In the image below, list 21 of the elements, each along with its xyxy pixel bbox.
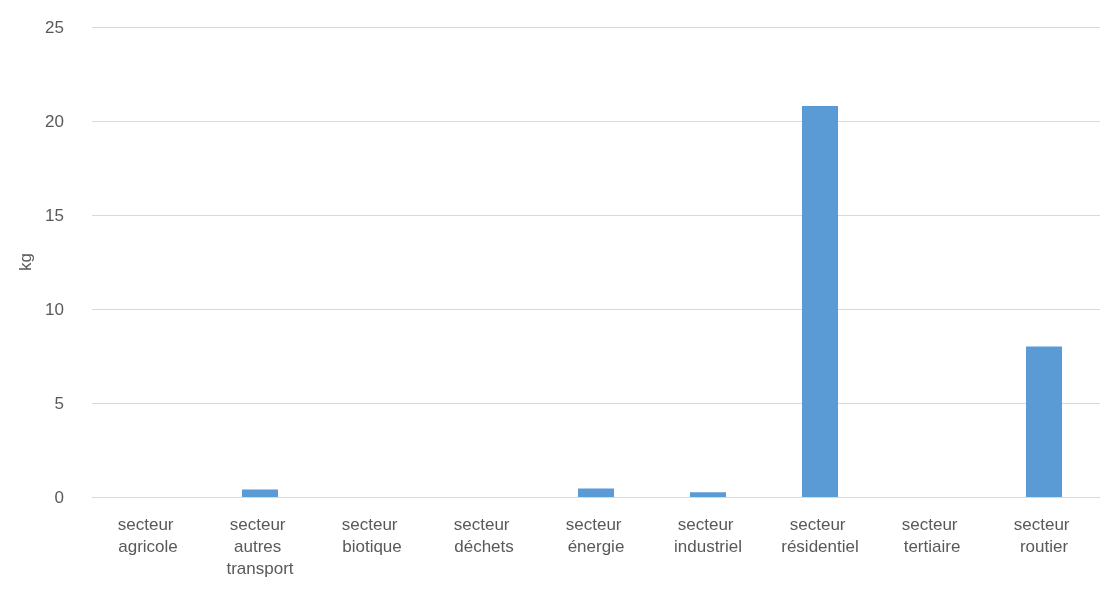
bar <box>242 489 278 497</box>
x-tick-label: secteur autres transport <box>226 514 294 578</box>
x-tick-label: secteur tertiaire <box>901 514 963 556</box>
y-tick-label: 5 <box>54 393 64 413</box>
bar <box>578 488 614 497</box>
y-tick-label: 10 <box>45 299 64 319</box>
bar <box>690 492 726 497</box>
x-tick-label: secteur biotique <box>341 514 403 556</box>
y-tick-label: 25 <box>45 17 64 37</box>
x-tick-label: secteur déchets <box>453 514 515 556</box>
bar <box>1026 346 1062 497</box>
y-tick-label: 0 <box>54 487 64 507</box>
x-tick-label: secteur routier <box>1013 514 1075 556</box>
y-axis-title: kg <box>16 253 36 271</box>
x-tick-label: secteur agricole <box>117 514 179 556</box>
x-tick-label: secteur résidentiel <box>781 514 859 556</box>
x-tick-label: secteur industriel <box>673 514 743 556</box>
bar <box>802 105 838 497</box>
y-tick-label: 20 <box>45 111 64 131</box>
y-tick-label: 15 <box>45 205 64 225</box>
x-tick-label: secteur énergie <box>565 514 627 556</box>
